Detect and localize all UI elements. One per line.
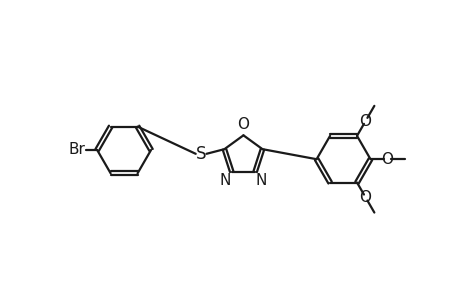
Text: O: O [359,190,371,205]
Text: O: O [237,117,249,132]
Text: N: N [219,173,230,188]
Text: O: O [359,114,371,129]
Text: O: O [381,152,392,167]
Text: N: N [255,173,267,188]
Text: Br: Br [68,142,85,158]
Text: S: S [196,145,206,163]
